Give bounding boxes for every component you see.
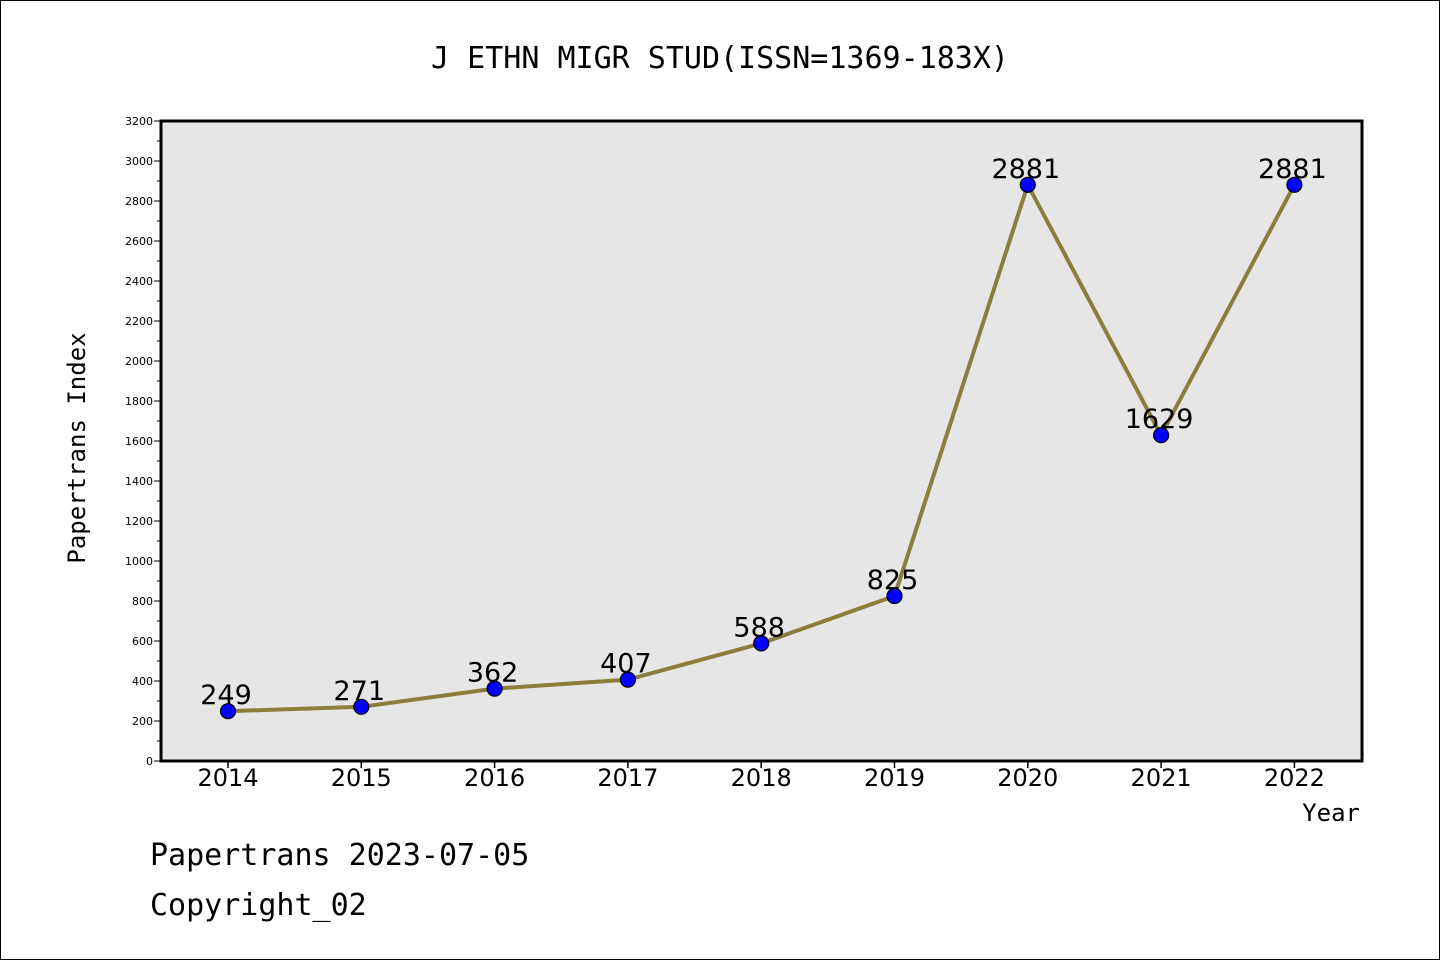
x-axis-label: Year: [1302, 799, 1360, 827]
data-label: 2881: [991, 154, 1060, 185]
x-tick-label: 2017: [597, 764, 658, 792]
y-tick-label: 200: [132, 715, 153, 728]
data-point: [486, 680, 503, 697]
y-tick-label: 2200: [125, 315, 153, 328]
y-tick-label: 3200: [125, 115, 153, 128]
data-point: [353, 698, 370, 715]
y-tick-label: 400: [132, 675, 153, 688]
data-point: [619, 671, 637, 688]
y-tick-label: 600: [132, 635, 153, 648]
x-axis: 2014 2015 2016 2017 2018 2019 2020 2021 2022: [197, 761, 1325, 792]
footer-copyright: Copyright_02: [150, 888, 367, 923]
y-tick-label: 1400: [125, 475, 153, 488]
y-tick-label: 0: [146, 755, 153, 768]
data-point: [886, 587, 903, 605]
y-tick-label: 1800: [125, 395, 153, 408]
y-tick-label: 2400: [125, 275, 153, 288]
x-tick-label: 2016: [464, 764, 525, 792]
data-label: 407: [600, 649, 652, 680]
data-label: 271: [334, 676, 386, 707]
y-tick-label: 1200: [125, 515, 153, 528]
data-points: [219, 176, 1303, 720]
data-point: [219, 703, 237, 720]
y-axis: 0 200 400 600 800 1000 1200 1400 1600 1800 2000 220…: [125, 115, 161, 768]
y-tick-label: 3000: [125, 155, 153, 168]
plot-area: [159, 119, 1364, 763]
data-label: 249: [200, 680, 252, 711]
x-tick-label: 2019: [864, 764, 925, 792]
y-tick-label: 2000: [125, 355, 153, 368]
x-tick-label: 2018: [731, 764, 792, 792]
data-label: 2881: [1258, 154, 1327, 185]
y-tick-label: 2600: [125, 235, 153, 248]
data-label: 1629: [1125, 404, 1194, 435]
data-label: 588: [733, 612, 785, 643]
footer-date: Papertrans 2023-07-05: [150, 838, 529, 873]
y-tick-label: 1000: [125, 555, 153, 568]
chart-title: J ETHN MIGR STUD(ISSN=1369-183X): [431, 41, 1009, 76]
y-tick-label: 800: [132, 595, 153, 608]
data-label: 825: [867, 565, 919, 596]
y-axis-label: Papertrans Index: [63, 332, 91, 563]
data-label: 362: [467, 658, 519, 689]
x-tick-label: 2022: [1264, 764, 1325, 792]
data-point: [1286, 176, 1303, 193]
data-point: [1019, 176, 1036, 193]
data-point: [753, 635, 770, 652]
x-tick-label: 2015: [331, 764, 392, 792]
y-tick-label: 1600: [125, 435, 153, 448]
data-point: [1152, 427, 1170, 444]
x-tick-label: 2021: [1131, 764, 1192, 792]
y-tick-label: 2800: [125, 195, 153, 208]
data-labels: 249 271 362 407 588 825 2881 1629 2881: [200, 154, 1327, 711]
x-tick-label: 2020: [997, 764, 1058, 792]
x-tick-label: 2014: [197, 764, 258, 792]
